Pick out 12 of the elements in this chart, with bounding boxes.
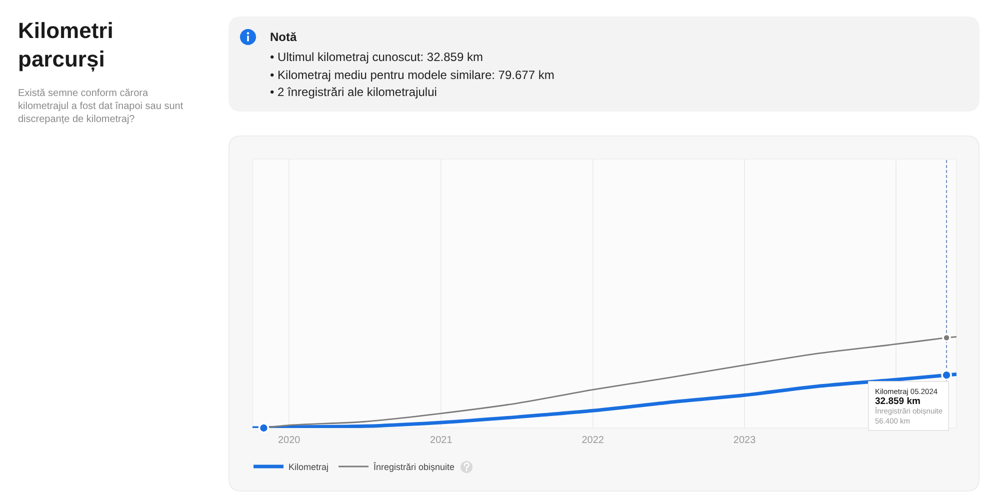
text: • Kilometraj mediu pentru modele similare: 79.677 km bbox=[270, 68, 554, 82]
legend-label: Înregistrări obișnuite bbox=[372, 462, 455, 472]
legend-label: Kilometraj bbox=[288, 462, 329, 472]
x-tick-label: 2023 bbox=[733, 435, 756, 446]
text: • 2 înregistrări ale kilometrajului bbox=[270, 85, 437, 99]
text: • Ultimul kilometraj cunoscut: 32.859 km bbox=[270, 50, 483, 64]
x-tick-label: 2021 bbox=[430, 435, 453, 446]
x-tick-label: 2020 bbox=[278, 435, 301, 446]
x-tick-label: 2022 bbox=[582, 435, 604, 446]
text: Kilometri parcurși bbox=[18, 18, 114, 73]
text: Notă bbox=[270, 30, 297, 44]
text: Există semne conform cărora kilometrajul a fost dat înapoi sau sunt discrepanțe de kilometraj? bbox=[18, 88, 184, 125]
